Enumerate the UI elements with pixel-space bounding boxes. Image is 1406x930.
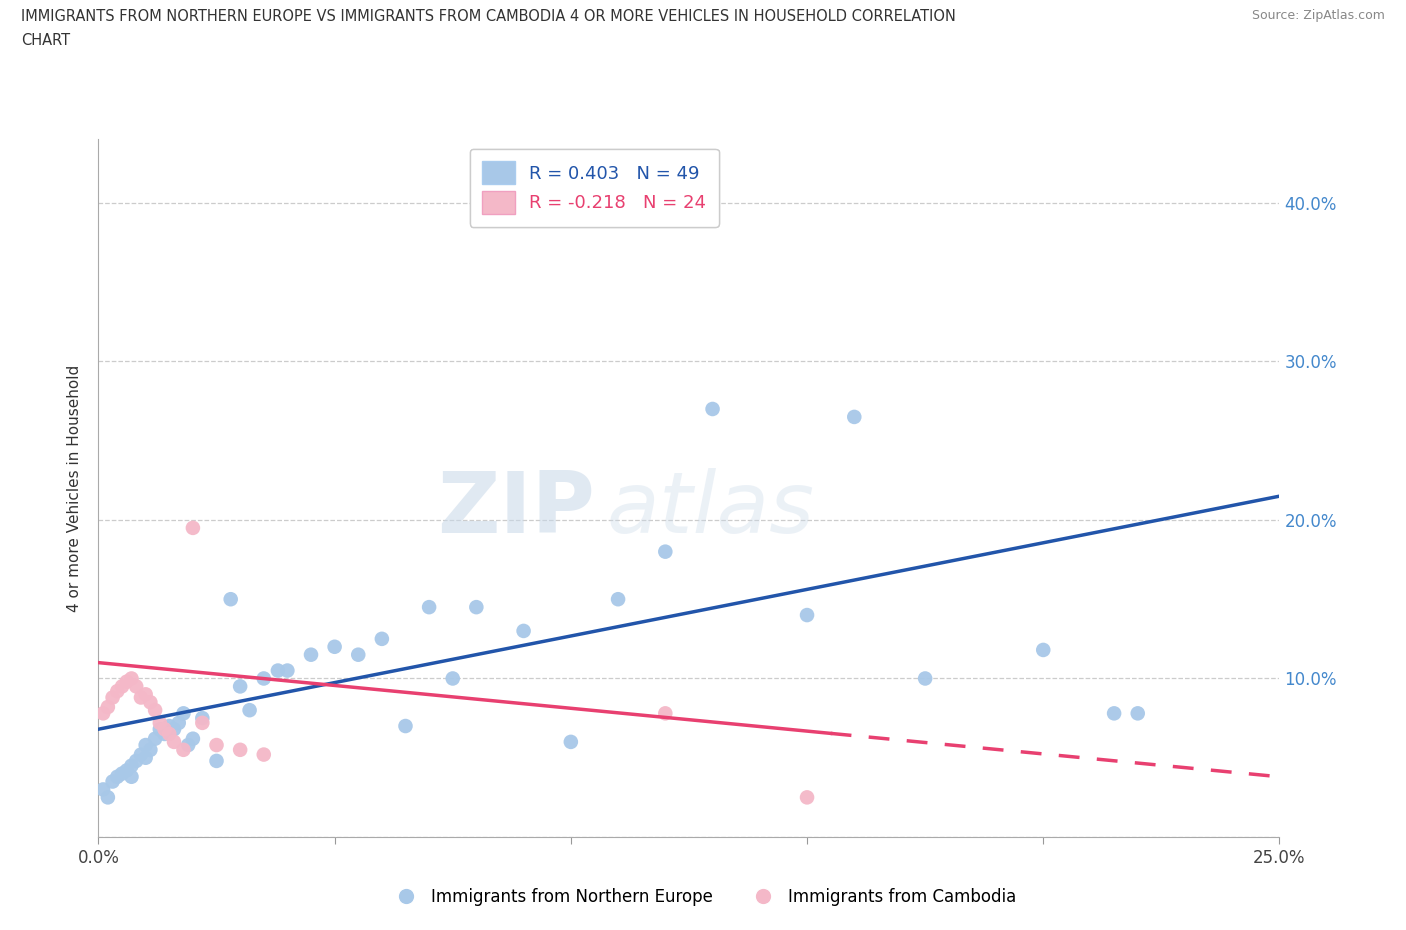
Text: ZIP: ZIP [437,468,595,551]
Point [167,715,190,730]
Point [441,671,464,686]
Point [153,722,176,737]
Point [205,753,228,768]
Point [97,790,120,804]
Point [191,711,214,725]
Y-axis label: 4 or more Vehicles in Household: 4 or more Vehicles in Household [67,365,83,612]
Point [121,758,143,773]
Point [191,715,214,730]
Point [239,703,262,718]
Point [702,402,724,417]
Point [177,737,200,752]
Point [121,769,143,784]
Point [253,747,276,762]
Point [267,663,290,678]
Point [163,735,186,750]
Point [347,647,370,662]
Point [654,544,676,559]
Point [135,737,157,752]
Point [607,591,630,606]
Point [1032,643,1054,658]
Point [139,695,162,710]
Point [125,753,148,768]
Text: IMMIGRANTS FROM NORTHERN EUROPE VS IMMIGRANTS FROM CAMBODIA 4 OR MORE VEHICLES I: IMMIGRANTS FROM NORTHERN EUROPE VS IMMIG… [21,9,956,24]
Point [418,600,440,615]
Point [105,769,128,784]
Point [1126,706,1149,721]
Point [796,607,818,622]
Point [143,731,166,746]
Point [135,751,157,765]
Legend: R = 0.403   N = 49, R = -0.218   N = 24: R = 0.403 N = 49, R = -0.218 N = 24 [470,149,718,227]
Point [105,684,128,698]
Point [129,690,152,705]
Point [181,731,204,746]
Point [654,706,676,721]
Point [111,679,134,694]
Point [219,591,242,606]
Point [149,722,172,737]
Point [512,623,534,638]
Point [115,763,138,777]
Point [796,790,818,804]
Point [844,409,866,424]
Point [125,679,148,694]
Point [91,782,114,797]
Point [115,674,138,689]
Point [181,521,204,536]
Point [91,706,114,721]
Point [157,726,180,741]
Point [121,671,143,686]
Point [229,742,252,757]
Point [276,663,298,678]
Point [371,631,394,646]
Text: CHART: CHART [21,33,70,47]
Point [135,687,157,702]
Point [560,735,582,750]
Point [149,715,172,730]
Point [299,647,322,662]
Point [323,639,346,654]
Point [111,766,134,781]
Point [101,774,124,789]
Point [101,690,124,705]
Point [97,699,120,714]
Point [153,726,176,741]
Point [394,719,416,734]
Legend: Immigrants from Northern Europe, Immigrants from Cambodia: Immigrants from Northern Europe, Immigra… [382,881,1024,912]
Point [253,671,276,686]
Text: Source: ZipAtlas.com: Source: ZipAtlas.com [1251,9,1385,22]
Point [914,671,936,686]
Point [157,719,180,734]
Point [163,722,186,737]
Point [465,600,488,615]
Point [129,747,152,762]
Point [229,679,252,694]
Point [205,737,228,752]
Point [139,742,162,757]
Text: atlas: atlas [606,468,814,551]
Point [143,703,166,718]
Point [1102,706,1125,721]
Point [172,706,194,721]
Point [172,742,194,757]
